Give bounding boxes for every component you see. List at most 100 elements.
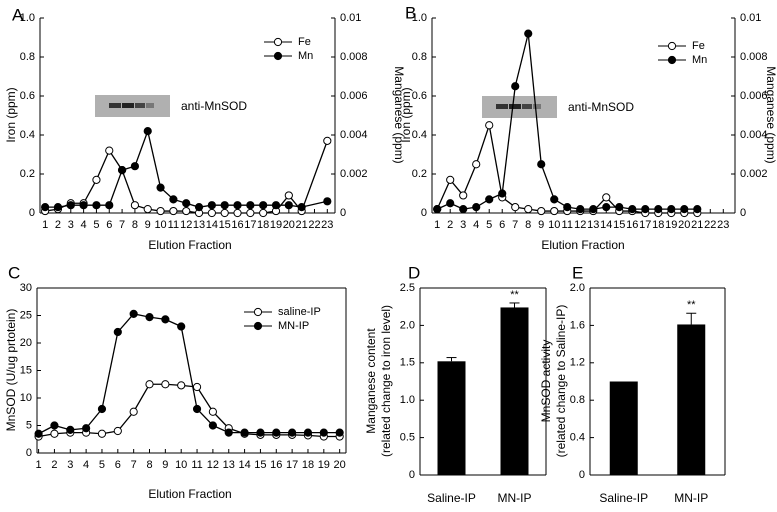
x-tick-label: 18 (302, 459, 314, 471)
bar (609, 381, 638, 475)
data-point (41, 203, 50, 212)
data-point (207, 201, 216, 210)
data-point (129, 309, 138, 318)
x-tick-label: 22 (704, 219, 716, 231)
x-tick-label: 20 (678, 219, 690, 231)
x-tick-label: 13 (193, 219, 205, 231)
x-tick-label: 11 (191, 459, 202, 471)
x-tick-label: 23 (321, 219, 333, 231)
x-tick-label: MN-IP (498, 491, 532, 505)
x-tick-label: 23 (717, 219, 729, 231)
x-tick-label: 10 (548, 219, 560, 231)
y-tick-label: 10 (20, 392, 32, 404)
x-tick-label: 21 (296, 219, 308, 231)
x-tick-label: 15 (613, 219, 625, 231)
data-point (113, 426, 122, 436)
y-tick-label: 0.8 (412, 51, 427, 63)
data-point (511, 82, 520, 91)
y2-tick-label: 0.01 (740, 12, 761, 24)
data-point (472, 203, 481, 212)
y2-tick-label: 0.002 (340, 168, 368, 180)
data-point (323, 136, 332, 145)
data-point (433, 205, 442, 214)
y-tick-label: 0.6 (20, 90, 35, 102)
x-tick-label: 19 (270, 219, 282, 231)
y-tick-label: 0 (421, 207, 427, 219)
y-tick-label: 0.6 (412, 90, 427, 102)
x-tick-label: 18 (652, 219, 664, 231)
y-tick-label: 0.8 (20, 51, 35, 63)
data-point (92, 175, 101, 184)
y-tick-label: 0.4 (570, 432, 585, 444)
data-point (34, 429, 43, 438)
x-tick-label: 13 (587, 219, 599, 231)
x-tick-label: 7 (131, 459, 137, 471)
x-tick-label: 6 (106, 219, 112, 231)
data-point (259, 208, 268, 218)
y-tick-label: 1.6 (570, 319, 585, 331)
data-point (117, 166, 127, 175)
y2-tick-label: 0 (340, 207, 346, 219)
data-point (459, 205, 468, 214)
y-tick-label: 5 (26, 419, 32, 431)
y2-axis-label: Manganese (ppm) (392, 66, 406, 163)
x-tick-label: 3 (68, 219, 74, 231)
blot-band (509, 104, 521, 109)
data-point (576, 205, 585, 214)
x-tick-label: 1 (42, 219, 48, 231)
y2-tick-label: 0.006 (340, 90, 368, 102)
legend-marker (273, 37, 283, 47)
data-point (511, 203, 520, 212)
x-tick-label: 19 (665, 219, 677, 231)
data-point (550, 206, 559, 216)
y-axis-label: (related change to Saline-IP) (554, 305, 568, 458)
data-point (224, 428, 233, 437)
x-tick-label: 3 (67, 459, 73, 471)
legend-marker (667, 55, 677, 65)
data-point (615, 203, 624, 212)
data-point (233, 201, 242, 210)
data-point (130, 201, 140, 210)
x-tick-label: 12 (180, 219, 192, 231)
y-tick-label: 0.2 (20, 168, 35, 180)
data-point (129, 407, 138, 416)
data-point (79, 201, 88, 210)
panel-letter: E (572, 263, 583, 282)
legend-label: Fe (692, 40, 705, 52)
y-tick-label: 0 (29, 207, 35, 219)
data-point (92, 201, 101, 210)
x-tick-label: 7 (119, 219, 125, 231)
blot-band (522, 104, 532, 109)
data-point (246, 208, 255, 218)
data-point (145, 380, 154, 389)
x-axis-label: Elution Fraction (541, 238, 624, 252)
data-point (233, 208, 242, 218)
y-tick-label: 1.2 (570, 357, 585, 369)
data-point (537, 160, 546, 169)
legend-label: Mn (298, 50, 313, 62)
bar (437, 361, 466, 475)
data-point (105, 146, 114, 155)
data-point (589, 205, 598, 214)
x-tick-label: 11 (562, 219, 573, 231)
y-axis-label: MnSOD activity (539, 340, 553, 423)
data-point (498, 189, 507, 198)
y-tick-label: 1.0 (20, 12, 35, 24)
x-tick-label: Saline-IP (427, 491, 476, 505)
data-point (194, 203, 204, 212)
y-tick-label: 1.0 (412, 12, 427, 24)
data-point (524, 205, 533, 214)
blot-band (109, 103, 121, 108)
inset-label: anti-MnSOD (181, 99, 247, 113)
y2-axis-label: Manganese (ppm) (764, 66, 777, 163)
y-tick-label: 2.5 (400, 282, 415, 294)
x-tick-label: 2 (55, 219, 61, 231)
legend-label: Mn (692, 54, 707, 66)
x-tick-label: 4 (81, 219, 87, 231)
y-tick-label: 0.4 (412, 129, 427, 141)
data-point (182, 206, 191, 216)
y-tick-label: 0 (26, 447, 32, 459)
y-tick-label: 1.5 (400, 357, 415, 369)
series-line (45, 140, 328, 214)
data-point (284, 201, 293, 210)
